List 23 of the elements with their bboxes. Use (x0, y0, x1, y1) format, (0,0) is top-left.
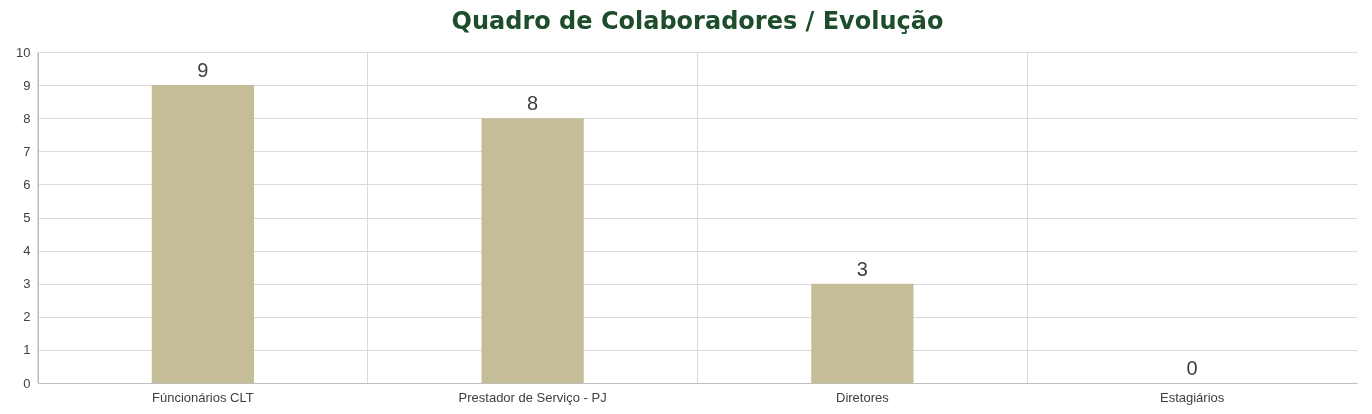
y-tick-label: 3 (23, 276, 31, 292)
y-tick-label: 4 (23, 243, 31, 259)
y-tick-label: 1 (23, 342, 31, 358)
y-tick-label: 6 (23, 176, 31, 192)
y-tick-label: 0 (23, 375, 31, 391)
y-tick-label: 8 (23, 110, 31, 126)
x-tick-label: Prestador de Serviço - PJ (458, 389, 607, 405)
y-tick-label: 5 (23, 210, 31, 225)
data-label: 9 (197, 59, 209, 82)
y-tick-label: 7 (23, 143, 31, 159)
data-label: 3 (856, 257, 868, 280)
data-label: 8 (527, 92, 539, 115)
y-tick-label: 9 (23, 77, 31, 93)
bar (151, 85, 254, 383)
bar (481, 118, 584, 383)
x-tick-label: Fúncionários CLT (152, 389, 254, 405)
x-tick-label: Estagiários (1159, 389, 1225, 405)
x-tick-label: Diretores (836, 389, 890, 405)
y-tick-label: 2 (23, 309, 31, 325)
chart-title: Quadro de Colaboradores / Evolução (451, 7, 944, 35)
bar (811, 283, 914, 383)
data-label: 0 (1186, 357, 1198, 379)
y-tick-label: 10 (16, 44, 31, 60)
